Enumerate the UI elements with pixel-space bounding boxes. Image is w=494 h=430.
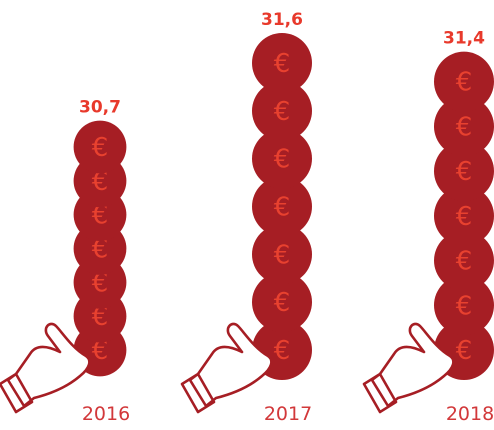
euro-sign: € bbox=[92, 268, 109, 298]
coin bbox=[252, 128, 312, 189]
euro-sign: € bbox=[274, 288, 291, 318]
coin-stack: € € € € € € € bbox=[434, 51, 494, 380]
euro-sign: € bbox=[456, 202, 473, 232]
euro-sign: € bbox=[274, 49, 291, 79]
x-tick-label: 2018 bbox=[446, 403, 494, 425]
euro-sign: € bbox=[456, 157, 473, 187]
euro-sign: € bbox=[456, 112, 473, 142]
value-label: 31,6 bbox=[261, 10, 303, 30]
coin bbox=[252, 272, 312, 333]
euro-sign: € bbox=[274, 145, 291, 175]
coin bbox=[434, 275, 494, 336]
coin-stack: €€€€€€€ bbox=[73, 120, 127, 377]
coin bbox=[252, 176, 312, 237]
coin bbox=[252, 33, 312, 93]
euro-sign: € bbox=[274, 97, 291, 127]
euro-sign: € bbox=[92, 302, 109, 332]
euro-sign: € bbox=[92, 235, 109, 265]
euro-sign: € bbox=[92, 133, 109, 163]
hand bbox=[362, 322, 455, 414]
euro-sign: € bbox=[274, 336, 291, 366]
coin-stack: € € € € € € € bbox=[252, 33, 312, 380]
euro-sign: € bbox=[456, 247, 473, 277]
euro-sign: € bbox=[456, 291, 473, 321]
euro-sign: € bbox=[274, 240, 291, 270]
euro-sign: € bbox=[92, 167, 109, 197]
coin bbox=[434, 230, 494, 291]
hand bbox=[0, 322, 91, 414]
euro-sign: € bbox=[456, 336, 473, 366]
coin bbox=[252, 224, 312, 285]
hand bbox=[180, 322, 273, 414]
euro-sign: € bbox=[456, 68, 473, 98]
euro-sign: € bbox=[274, 193, 291, 223]
value-label: 31,4 bbox=[443, 29, 485, 49]
x-tick-label: 2017 bbox=[264, 403, 312, 425]
coin bbox=[434, 51, 494, 112]
coin bbox=[434, 96, 494, 157]
coin bbox=[73, 120, 127, 174]
euro-sign: € bbox=[92, 201, 109, 231]
value-label: 30,7 bbox=[79, 98, 121, 118]
coin bbox=[434, 185, 494, 246]
x-tick-label: 2016 bbox=[82, 403, 130, 425]
coin bbox=[252, 80, 312, 141]
coin bbox=[434, 141, 494, 202]
euro-sign: € bbox=[92, 336, 109, 366]
